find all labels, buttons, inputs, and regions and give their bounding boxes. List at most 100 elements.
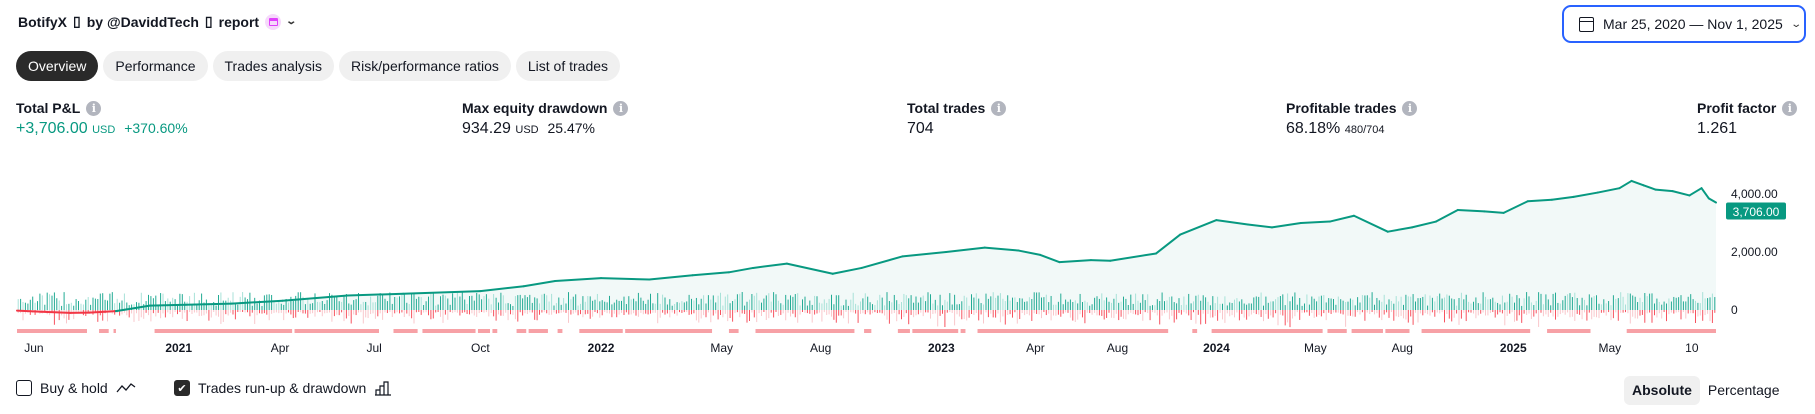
y-tick-label: 0	[1731, 303, 1738, 317]
metric-label: Profitable trades	[1286, 100, 1397, 116]
info-icon[interactable]: i	[613, 100, 629, 116]
metric-profit-factor: Profit factor i 1.261	[1697, 98, 1798, 138]
equity-line-segment	[648, 274, 694, 281]
equity-line-segment	[1058, 259, 1092, 264]
report-label: report	[218, 13, 260, 30]
drawdown-period	[393, 329, 418, 333]
metric-label: Total P&L	[16, 100, 81, 116]
y-tick-label: 4,000.00	[1731, 187, 1778, 201]
buy-hold-checkbox[interactable]	[16, 380, 32, 396]
report-title[interactable]: BotifyX ▯ by @DaviddTech ▯ report ⌄	[18, 13, 298, 30]
metric-value: 1.261	[1697, 120, 1738, 137]
drawdown-period	[625, 329, 713, 333]
drawdown-period	[294, 329, 380, 333]
equity-line-segment	[1630, 179, 1645, 187]
x-tick-label: 2024	[1203, 341, 1230, 355]
chevron-down-icon[interactable]: ⌄	[285, 16, 298, 27]
drawdown-period	[528, 329, 548, 333]
info-icon[interactable]: i	[86, 100, 102, 116]
x-tick-label: 2023	[928, 341, 955, 355]
x-tick-label: Jun	[24, 341, 43, 355]
equity-line-segment	[1215, 219, 1249, 226]
tab-performance[interactable]: Performance	[103, 51, 208, 81]
drawdown-period	[977, 329, 1169, 333]
metric-percent: +370.60%	[124, 120, 188, 136]
info-icon[interactable]: i	[991, 100, 1007, 116]
x-tick-label: May	[710, 341, 733, 355]
equity-line-segment	[1707, 197, 1717, 204]
line-chart-icon	[116, 383, 136, 393]
drawdown-period	[422, 329, 476, 333]
x-tick-label: May	[1598, 341, 1621, 355]
x-tick-label: 2022	[588, 341, 615, 355]
x-tick-label: Aug	[1392, 341, 1413, 355]
tab-trades-analysis[interactable]: Trades analysis	[212, 51, 335, 81]
scale-toggle: Absolute Percentage	[1624, 376, 1788, 405]
drawdown-period	[17, 329, 87, 333]
equity-line-segment	[1089, 259, 1112, 262]
metric-label: Profit factor	[1697, 100, 1777, 116]
runup-drawdown-checkbox[interactable]: ✔	[174, 380, 190, 396]
percentage-button[interactable]: Percentage	[1707, 382, 1780, 398]
tab-risk-ratios[interactable]: Risk/performance ratios	[339, 51, 511, 81]
calendar-icon	[1579, 16, 1594, 32]
equity-line-segment	[600, 277, 651, 281]
date-range-text: Mar 25, 2020 — Nov 1, 2025	[1603, 16, 1783, 32]
x-tick-label: Apr	[1026, 341, 1045, 355]
equity-line-segment	[522, 280, 557, 288]
equity-line-segment	[727, 266, 755, 274]
tab-list-of-trades[interactable]: List of trades	[515, 51, 621, 81]
equity-line-segment	[402, 290, 482, 295]
metric-unit: USD	[92, 124, 116, 136]
date-range-button[interactable]: Mar 25, 2020 — Nov 1, 2025 ⌄	[1562, 5, 1806, 43]
drawdown-period	[154, 329, 293, 333]
equity-line-segment	[114, 304, 151, 313]
equity-line-segment	[860, 255, 904, 269]
runup-drawdown-toggle[interactable]: ✔ Trades run-up & drawdown	[174, 380, 392, 396]
drawdown-period	[557, 329, 563, 333]
drawdown-period	[1211, 329, 1323, 333]
equity-line-segment	[1435, 208, 1459, 223]
drawdown-period	[1351, 329, 1383, 333]
metric-label: Total trades	[907, 100, 986, 116]
drawdown-period	[897, 329, 910, 333]
equity-line-segment	[1299, 220, 1331, 224]
equity-line-segment	[1386, 226, 1413, 233]
equity-line-segment	[1155, 233, 1182, 255]
current-value-label: 3,706.00	[1733, 205, 1780, 219]
tab-bar: Overview Performance Trades analysis Ris…	[16, 51, 621, 81]
metric-value: 68.18%	[1286, 120, 1341, 137]
drawdown-period	[1327, 329, 1347, 333]
drawdown-period	[755, 329, 855, 333]
x-tick-label: Apr	[271, 341, 290, 355]
absolute-button[interactable]: Absolute	[1624, 376, 1700, 405]
metric-max-drawdown: Max equity drawdown i 934.29 USD 25.47%	[462, 98, 629, 138]
drawdown-period	[1192, 329, 1198, 333]
info-icon[interactable]: i	[1402, 100, 1418, 116]
tab-overview[interactable]: Overview	[16, 51, 99, 81]
x-tick-label: Aug	[810, 341, 831, 355]
equity-line-segment	[281, 294, 349, 302]
metric-profitable-trades: Profitable trades i 68.18% 480/704	[1286, 98, 1418, 138]
metric-value: 704	[907, 120, 934, 137]
equity-line-segment	[1352, 214, 1389, 233]
equity-line-segment	[1483, 210, 1505, 214]
equity-line-segment	[1671, 190, 1691, 197]
strategy-name: BotifyX	[18, 13, 67, 30]
equity-line-segment	[1688, 187, 1703, 197]
equity-line-segment	[1526, 198, 1553, 203]
equity-line-segment	[901, 251, 948, 258]
buy-hold-label: Buy & hold	[40, 380, 108, 396]
equity-line-segment	[1700, 187, 1710, 200]
info-icon[interactable]: i	[1782, 100, 1798, 116]
equity-line-segment	[945, 246, 986, 253]
metric-label: Max equity drawdown	[462, 100, 608, 116]
drawdown-period	[1626, 329, 1716, 333]
equity-line-segment	[1039, 253, 1061, 264]
x-tick-label: May	[1304, 341, 1327, 355]
buy-hold-toggle[interactable]: Buy & hold	[16, 380, 136, 396]
chevron-down-icon: ⌄	[1790, 18, 1802, 30]
metric-value: +3,706.00	[16, 120, 88, 137]
drawdown-period	[579, 329, 623, 333]
